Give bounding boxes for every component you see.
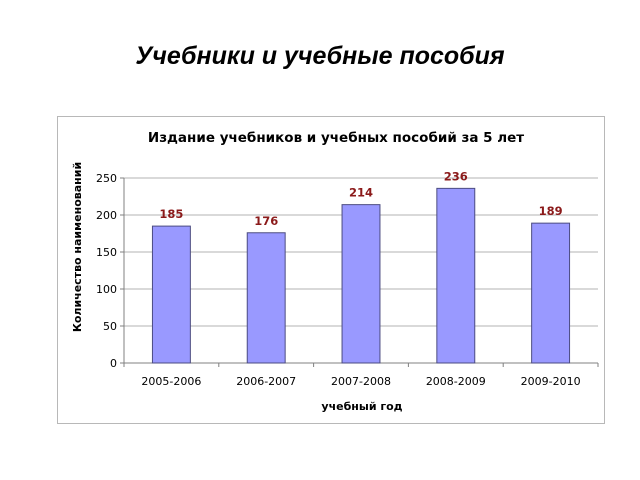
x-tick-label: 2005-2006	[141, 375, 201, 388]
bar	[531, 222, 571, 364]
x-tick-label: 2008-2009	[426, 375, 486, 388]
bar	[341, 204, 381, 364]
y-tick-label: 100	[96, 283, 117, 296]
data-label: 236	[444, 169, 468, 183]
y-tick-label: 150	[96, 246, 117, 259]
chart-frame: Издание учебников и учебных пособий за 5…	[57, 116, 605, 424]
y-tick-label: 50	[103, 320, 117, 333]
y-tick-label: 250	[96, 172, 117, 185]
x-axis-label: учебный год	[321, 400, 402, 413]
data-label: 176	[254, 214, 278, 228]
bar	[436, 187, 476, 364]
slide-title: Учебники и учебные пособия	[135, 42, 505, 70]
bar	[151, 225, 191, 364]
chart-title: Издание учебников и учебных пособий за 5…	[148, 130, 524, 146]
y-tick-label: 200	[96, 209, 117, 222]
data-label: 214	[349, 186, 373, 200]
x-tick-label: 2006-2007	[236, 375, 296, 388]
bar-chart: Издание учебников и учебных пособий за 5…	[71, 130, 599, 413]
y-tick-label: 0	[110, 357, 117, 370]
data-label: 185	[159, 207, 183, 221]
data-label: 189	[539, 204, 563, 218]
x-tick-label: 2007-2008	[331, 375, 391, 388]
plot-area: 0 50 100 150 200 250 185 2005-2006 176 2006-2007 2…	[96, 169, 599, 388]
bar	[246, 232, 286, 364]
x-tick-label: 2009-2010	[521, 375, 581, 388]
y-axis-label: Количество наименований	[71, 162, 84, 332]
